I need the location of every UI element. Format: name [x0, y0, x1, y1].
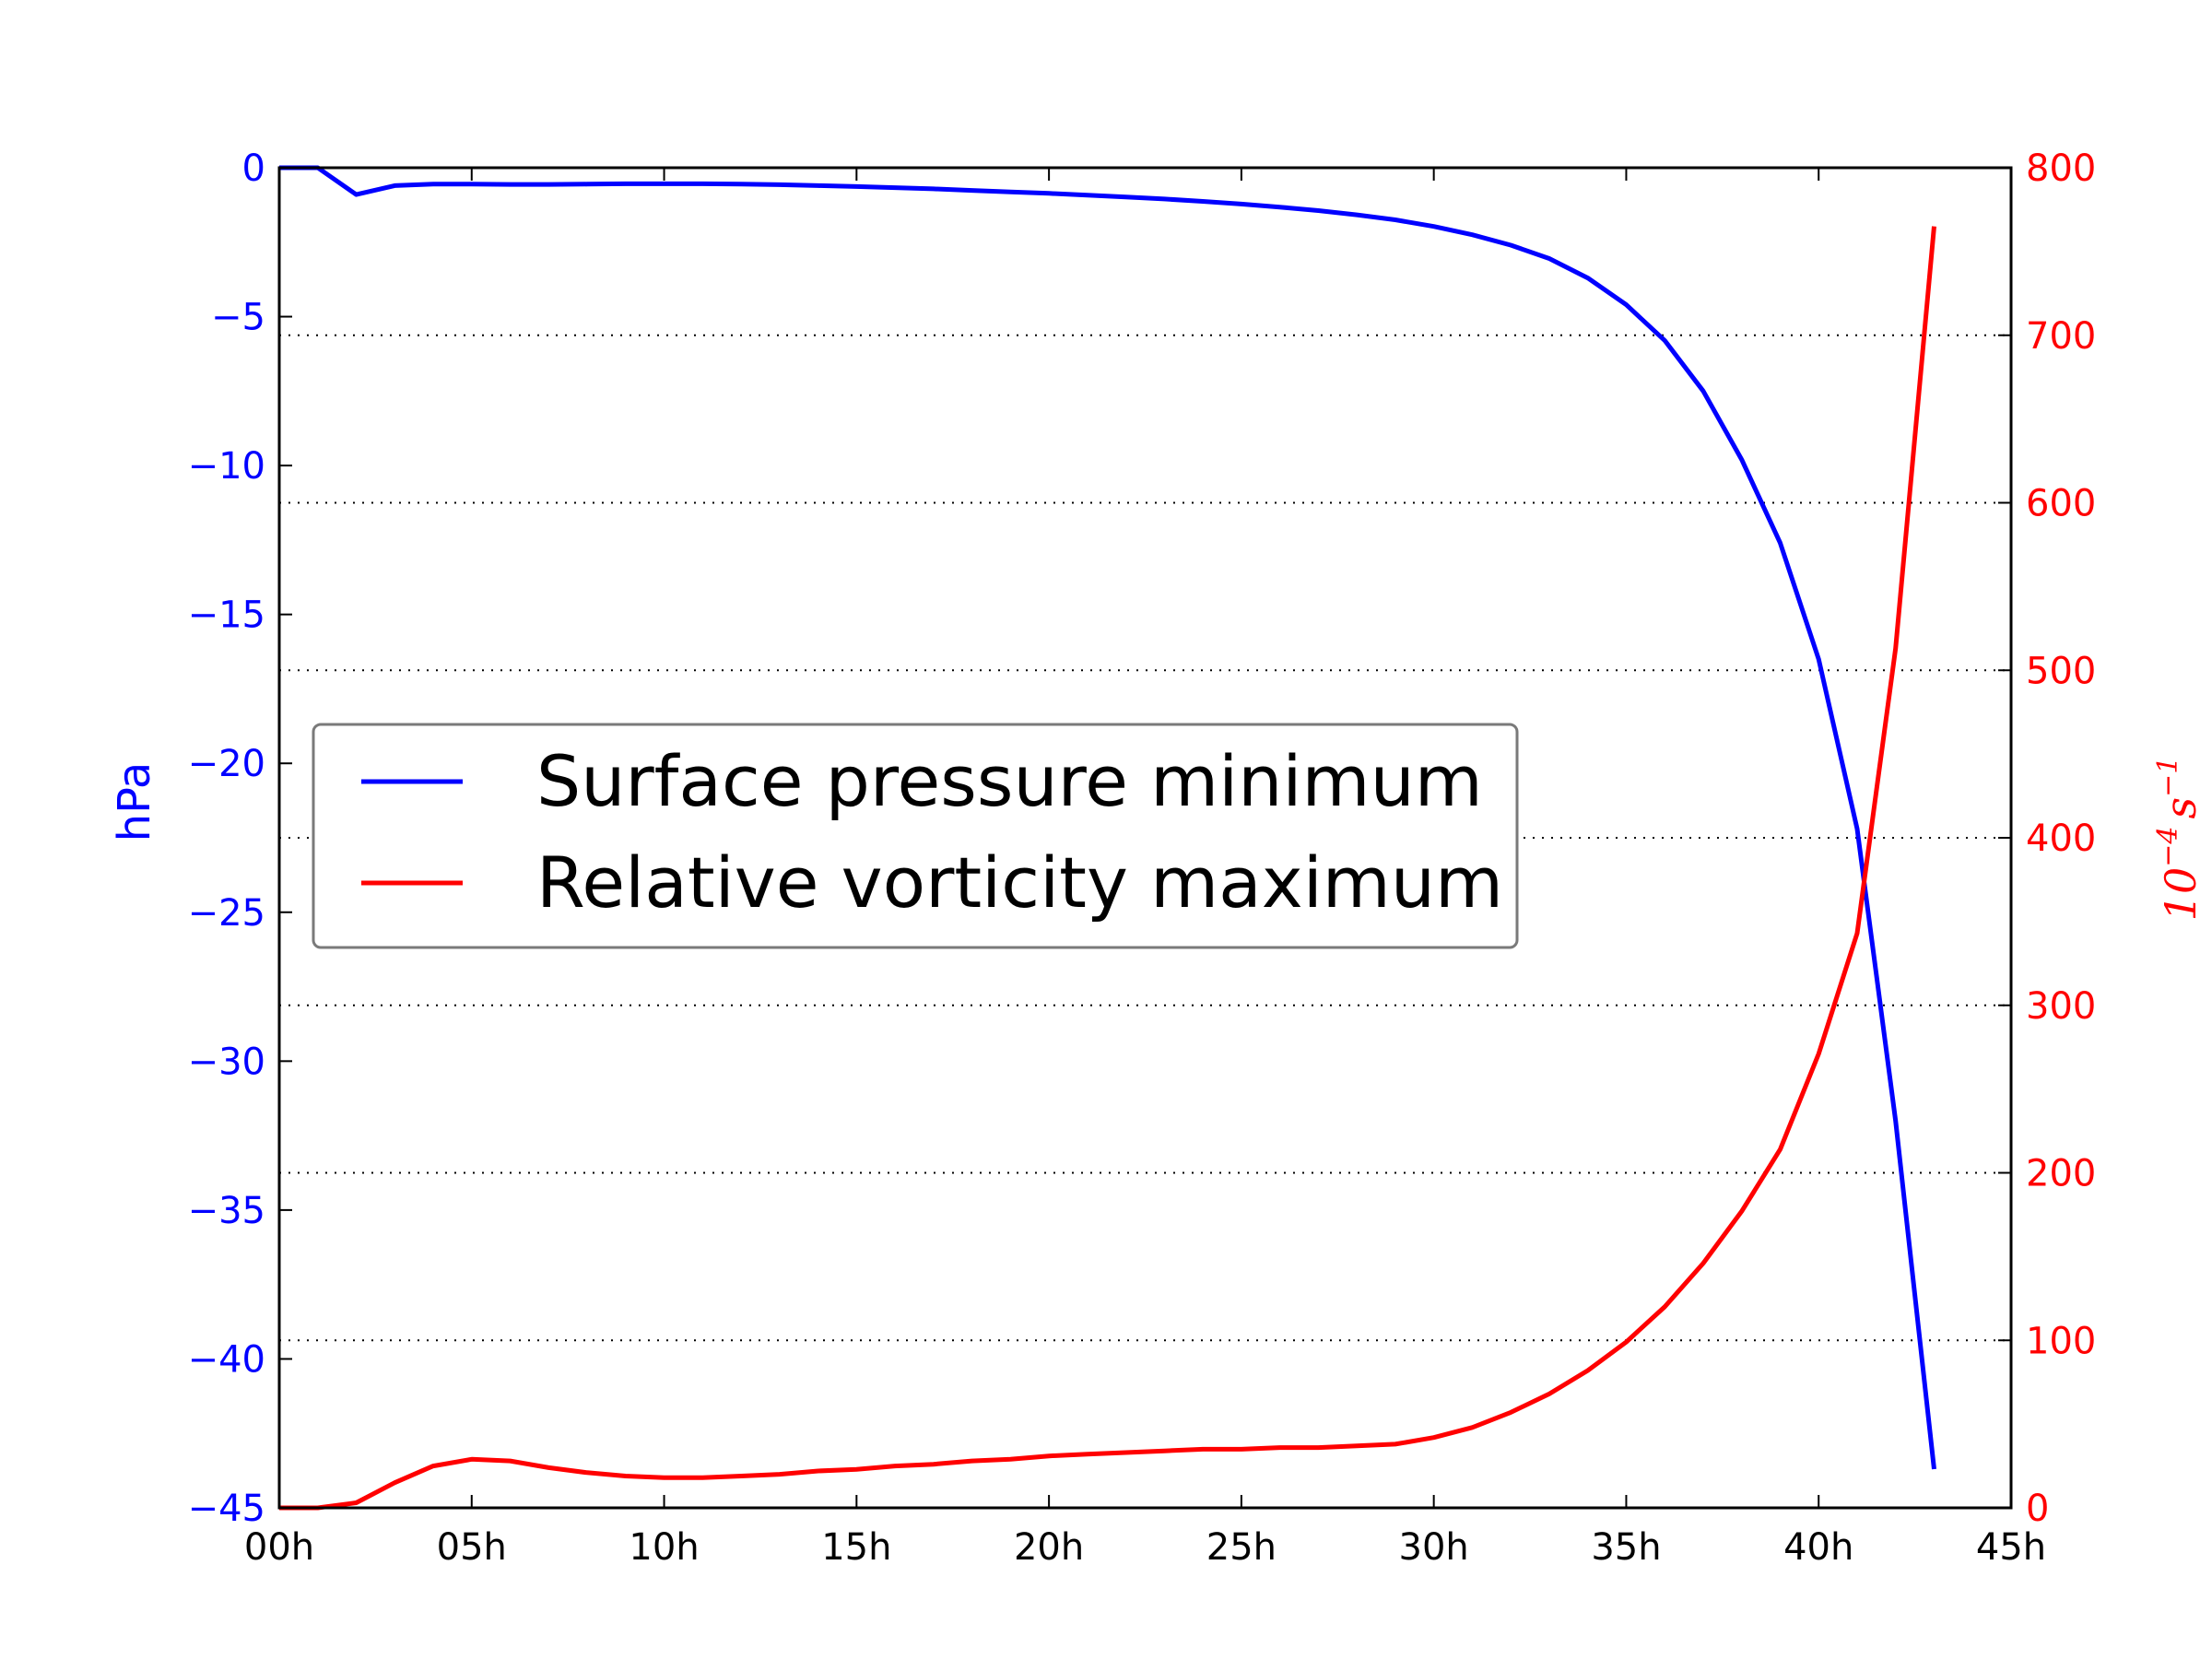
right-y-tick-label: 400: [2026, 818, 2096, 860]
right-y-axis-ticks: 0 100 200 300 400 500 600 700 800: [1998, 147, 2096, 1530]
x-axis-ticks: 00h 05h 10h 15h 20h 25h 30h 35h 40h 45h: [244, 168, 2046, 1569]
right-y-tick-label: 0: [2026, 1488, 2049, 1530]
series-line-surface-pressure: [279, 165, 1936, 1470]
left-y-tick-label: −5: [211, 297, 265, 339]
right-y-tick-label: 800: [2026, 147, 2096, 190]
left-y-tick-label: −10: [188, 445, 265, 488]
right-y-tick-label: 600: [2026, 483, 2096, 525]
left-y-axis-ticks: 0 −5 −10 −15 −20 −25 −30 −35 −40 −45: [188, 147, 292, 1530]
left-y-tick-label: −45: [188, 1488, 265, 1530]
left-y-tick-label: −15: [188, 594, 265, 637]
left-y-tick-label: −40: [188, 1338, 265, 1381]
x-tick-label: 15h: [821, 1526, 891, 1569]
left-y-tick-label: −25: [188, 892, 265, 935]
legend-box: [312, 723, 1519, 949]
right-y-axis-label: 10−4s−1: [2152, 757, 2206, 922]
x-tick-label: 10h: [629, 1526, 699, 1569]
right-y-tick-label: 300: [2026, 985, 2096, 1028]
series-line-relative-vorticity: [279, 226, 1936, 1511]
x-tick-label: 45h: [1976, 1526, 2046, 1569]
right-y-tick-label: 700: [2026, 315, 2096, 358]
left-y-tick-label: −30: [188, 1041, 265, 1083]
x-tick-label: 00h: [244, 1526, 314, 1569]
series-lines: [279, 165, 1936, 1511]
x-tick-label: 25h: [1206, 1526, 1277, 1569]
x-tick-label: 40h: [1783, 1526, 1853, 1569]
left-y-tick-label: −20: [188, 743, 265, 785]
left-y-axis-label: hPa: [109, 762, 160, 842]
legend-label-surface-pressure: Surface pressure minimum: [536, 740, 1483, 822]
x-tick-label: 35h: [1591, 1526, 1661, 1569]
right-y-tick-label: 200: [2026, 1153, 2096, 1195]
left-y-tick-label: −35: [188, 1190, 265, 1232]
legend: Surface pressure minimum Relative vortic…: [312, 723, 1519, 949]
x-tick-label: 30h: [1399, 1526, 1469, 1569]
x-tick-label: 20h: [1014, 1526, 1084, 1569]
right-y-tick-label: 100: [2026, 1320, 2096, 1362]
legend-label-relative-vorticity: Relative vorticity maximum: [536, 841, 1503, 924]
x-tick-label: 05h: [437, 1526, 507, 1569]
right-y-tick-label: 500: [2026, 650, 2096, 692]
left-y-tick-label: 0: [242, 147, 265, 190]
